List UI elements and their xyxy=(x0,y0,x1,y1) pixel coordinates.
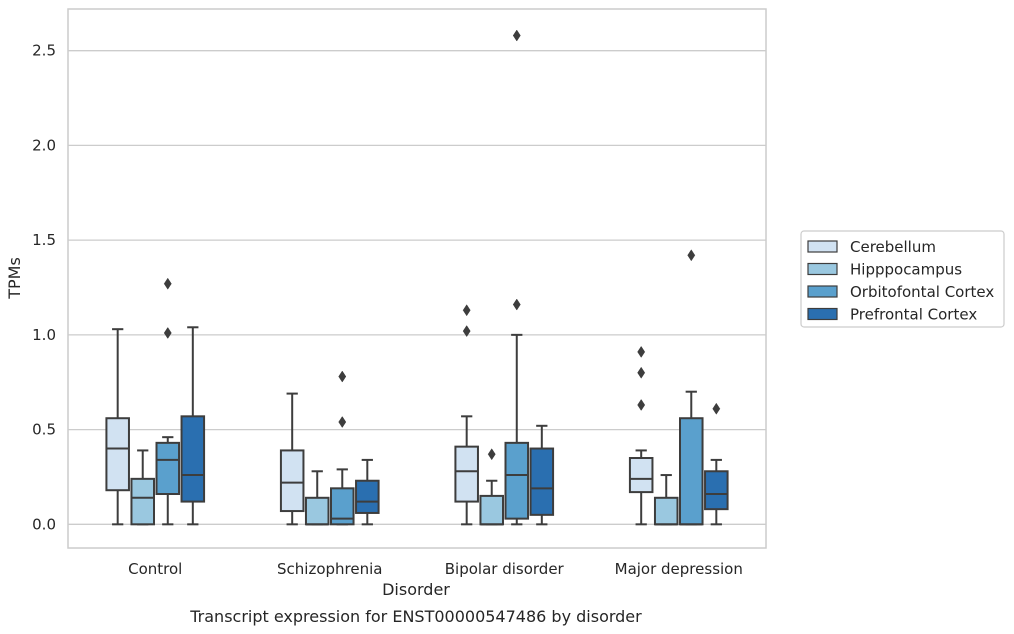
legend: Cerebellum Hipppocampus Orbitofontal Corte… xyxy=(800,230,1005,328)
x-axis-title: Disorder xyxy=(382,580,450,599)
outlier-point xyxy=(487,448,496,461)
box-2-0 xyxy=(454,304,479,526)
plot-frame xyxy=(67,8,767,549)
box-0-1 xyxy=(130,449,155,526)
legend-label: Cerebellum xyxy=(850,238,936,256)
y-tick-label: 0.0 xyxy=(32,515,56,533)
outlier-point xyxy=(512,29,521,42)
outlier-point xyxy=(462,325,471,338)
box-0-0 xyxy=(105,328,130,526)
x-tick-label: Major depression xyxy=(615,560,743,578)
box-2-3 xyxy=(529,424,555,526)
x-tick-labels: Control Schizophrenia Bipolar disorder Majo… xyxy=(128,560,743,578)
legend-swatch xyxy=(807,307,838,321)
box-body xyxy=(180,415,206,503)
box-2-1 xyxy=(479,448,504,526)
box-1-0 xyxy=(279,392,305,526)
legend-item: Orbitofontal Cortex xyxy=(807,283,994,301)
box-groups xyxy=(105,29,729,526)
box-3-2 xyxy=(679,249,704,526)
y-tick-label: 2.0 xyxy=(32,136,56,154)
outlier-point xyxy=(687,249,696,262)
outlier-point xyxy=(163,327,172,339)
outlier-point xyxy=(163,277,172,290)
legend-label: Prefrontal Cortex xyxy=(850,306,977,324)
box-1-3 xyxy=(355,458,380,526)
box-body xyxy=(155,441,181,496)
box-body xyxy=(454,445,479,503)
legend-label: Hipppocampus xyxy=(850,261,962,279)
x-tick-label: Bipolar disorder xyxy=(445,560,565,578)
outlier-point xyxy=(637,366,646,379)
y-tick-label: 1.5 xyxy=(32,231,56,249)
legend-swatch xyxy=(807,240,838,253)
x-tick-label: Control xyxy=(128,560,182,578)
box-3-0 xyxy=(628,345,654,526)
box-0-3 xyxy=(180,326,206,526)
box-3-1 xyxy=(653,474,679,526)
box-2-2 xyxy=(504,29,530,526)
box-0-2 xyxy=(155,277,181,526)
legend-swatch xyxy=(807,285,838,298)
box-body xyxy=(304,496,330,526)
legend-frame xyxy=(800,230,1005,328)
outlier-point xyxy=(512,298,521,311)
y-tick-labels: 0.0 0.5 1.0 1.5 2.0 2.5 xyxy=(32,42,56,534)
box-body xyxy=(704,470,729,511)
box-body xyxy=(130,477,155,526)
x-tick-label: Schizophrenia xyxy=(277,560,382,578)
legend-item: Hipppocampus xyxy=(807,261,962,279)
box-body xyxy=(330,487,355,526)
box-body xyxy=(653,496,679,526)
box-body xyxy=(279,449,305,513)
outlier-point xyxy=(462,304,471,317)
box-body xyxy=(628,457,654,494)
y-axis-title: TPMs xyxy=(5,257,24,300)
box-body xyxy=(679,417,704,526)
outlier-point xyxy=(338,370,347,383)
box-body xyxy=(529,447,555,516)
box-body xyxy=(479,494,504,526)
figure-caption: Transcript expression for ENST0000054748… xyxy=(189,607,642,626)
y-tick-label: 0.5 xyxy=(32,421,56,439)
y-tick-label: 2.5 xyxy=(32,42,56,60)
box-body xyxy=(105,417,130,492)
outlier-point xyxy=(712,402,721,415)
box-1-2 xyxy=(330,370,355,526)
box-1-1 xyxy=(304,470,330,526)
outlier-point xyxy=(338,416,347,428)
legend-swatch xyxy=(807,262,838,276)
box-3-3 xyxy=(704,402,729,526)
box-body xyxy=(504,441,530,520)
y-tick-label: 1.0 xyxy=(32,326,56,344)
box-body xyxy=(355,479,380,514)
legend-item: Cerebellum xyxy=(807,238,936,256)
legend-label: Orbitofontal Cortex xyxy=(850,283,994,301)
legend-item: Prefrontal Cortex xyxy=(807,306,977,324)
outlier-point xyxy=(637,345,646,358)
outlier-point xyxy=(637,399,646,411)
